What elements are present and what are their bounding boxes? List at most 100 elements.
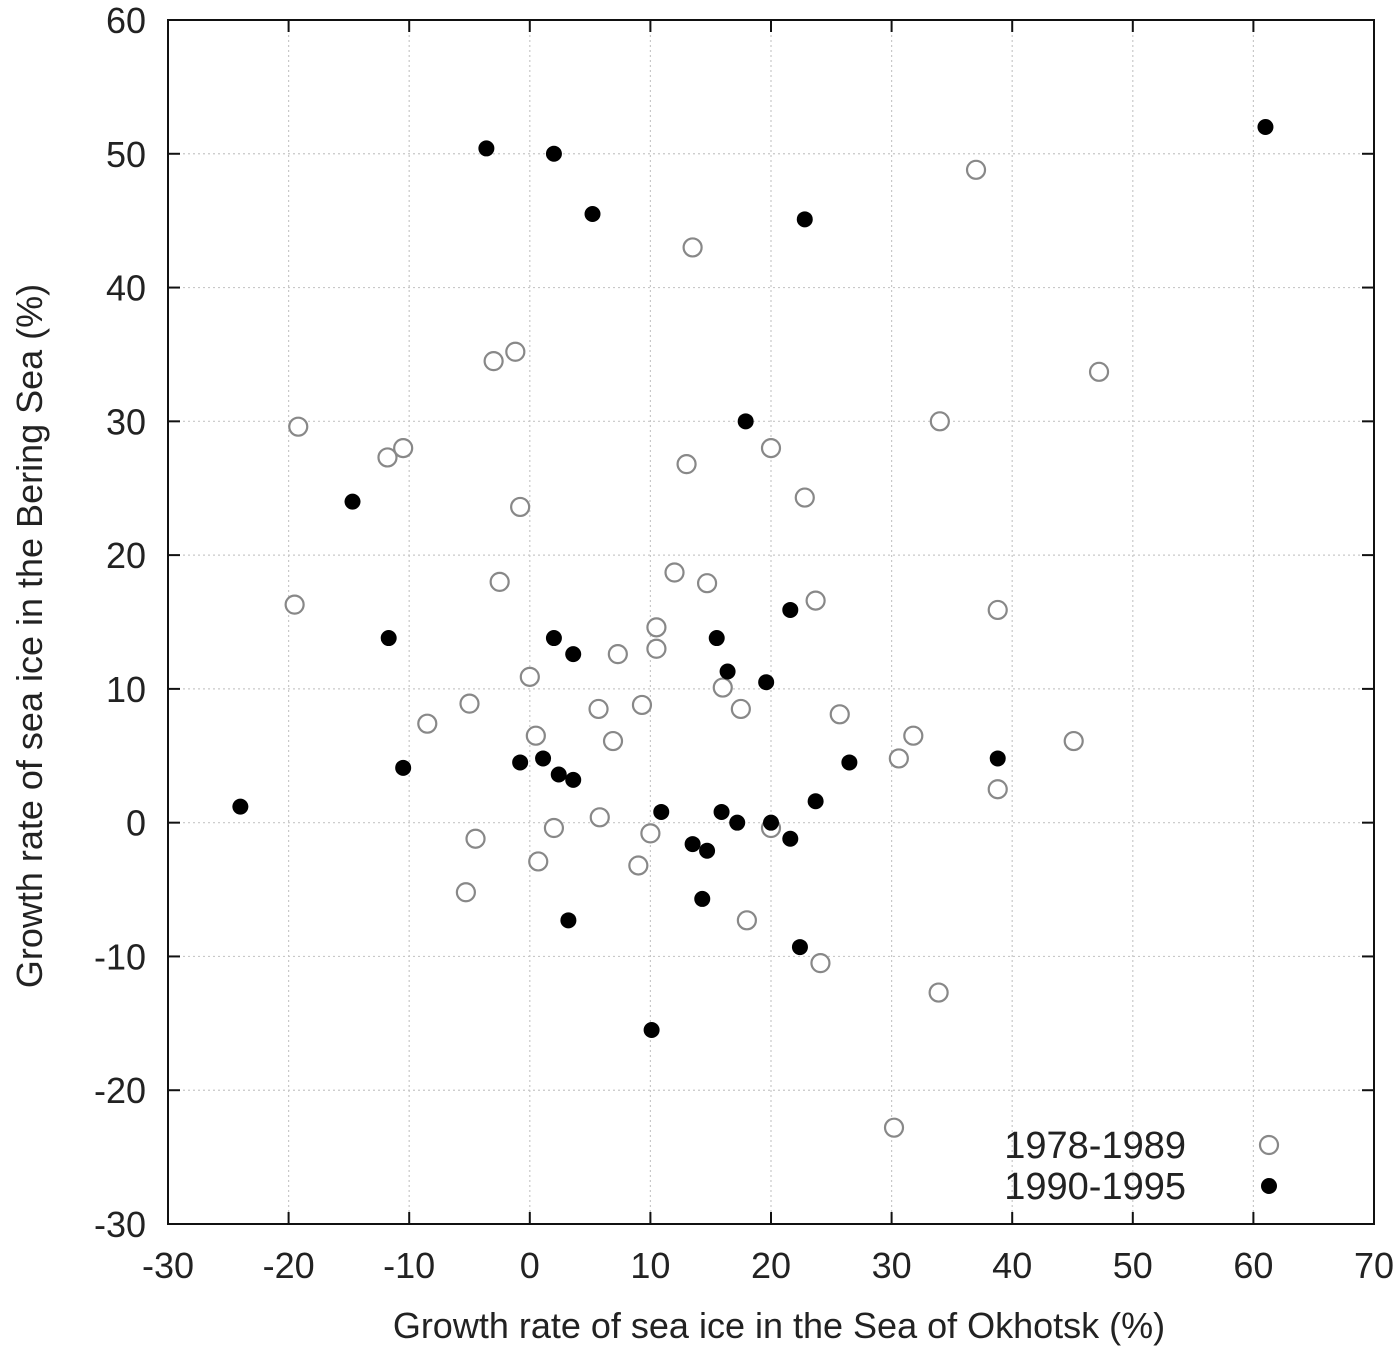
filled-data-point xyxy=(380,630,397,647)
y-axis-title: Growth rate of sea ice in the Bering Sea… xyxy=(9,284,50,988)
open-data-point xyxy=(829,704,850,725)
open-data-point xyxy=(589,807,610,828)
y-tick-label: 10 xyxy=(106,669,146,710)
open-data-point xyxy=(987,779,1008,800)
filled-data-point xyxy=(989,750,1006,767)
open-data-point xyxy=(525,725,546,746)
filled-data-point xyxy=(782,830,799,847)
filled-data-point xyxy=(232,798,249,815)
open-data-point xyxy=(510,496,531,518)
y-tick-label: 0 xyxy=(126,803,146,844)
filled-data-point xyxy=(737,413,754,430)
filled-data-point xyxy=(782,601,799,618)
open-data-point xyxy=(696,573,718,594)
filled-data-point xyxy=(699,842,716,859)
legend: 1978-1989 1990-1995 xyxy=(1004,1125,1280,1208)
open-data-point xyxy=(730,698,751,720)
open-data-point xyxy=(888,748,909,769)
open-data-point xyxy=(883,1117,905,1138)
legend-marker-open-circle xyxy=(1258,1134,1280,1156)
x-tick-label: 70 xyxy=(1354,1245,1394,1286)
y-tick-label: 40 xyxy=(106,268,146,309)
x-axis-title: Growth rate of sea ice in the Sea of Okh… xyxy=(393,1305,1165,1346)
filled-data-point xyxy=(565,771,582,788)
x-tick-label: 50 xyxy=(1113,1245,1153,1286)
open-data-point xyxy=(459,693,480,714)
open-data-point xyxy=(288,416,309,437)
y-tick-label: -20 xyxy=(94,1070,146,1111)
x-tick-label: -30 xyxy=(142,1245,194,1286)
open-data-point xyxy=(646,617,667,638)
y-tick-labels: 60 50 40 30 20 10 0 -10 -20 -30 xyxy=(94,0,146,1245)
x-tick-label: 40 xyxy=(992,1245,1032,1286)
open-data-point xyxy=(676,454,697,475)
filled-data-point xyxy=(791,939,808,956)
open-data-point xyxy=(810,953,831,974)
x-tick-label: 30 xyxy=(872,1245,912,1286)
x-tick-labels: -30 -20 -10 0 10 20 30 40 50 60 70 xyxy=(142,1245,1394,1286)
filled-data-point xyxy=(763,814,779,831)
y-tick-label: 20 xyxy=(106,535,146,576)
open-data-point xyxy=(417,713,438,734)
y-tick-label: -30 xyxy=(94,1204,146,1245)
open-data-point xyxy=(489,571,510,592)
open-data-point xyxy=(483,351,504,372)
filled-data-point xyxy=(653,803,670,820)
open-data-point xyxy=(465,828,486,849)
open-data-point xyxy=(736,910,757,931)
filled-data-point xyxy=(643,1022,660,1039)
y-tick-label: 30 xyxy=(106,401,146,442)
open-data-point xyxy=(712,677,733,698)
legend-label-1978-1989: 1978-1989 xyxy=(1004,1125,1186,1167)
open-data-point xyxy=(377,447,398,468)
filled-data-point xyxy=(729,814,746,831)
filled-data-point xyxy=(796,211,813,228)
y-tick-label: 50 xyxy=(106,134,146,175)
open-data-point xyxy=(794,487,815,508)
open-data-point xyxy=(965,159,987,180)
open-data-point xyxy=(805,590,826,611)
legend-marker-filled-circle xyxy=(1261,1178,1277,1194)
open-data-point xyxy=(928,982,949,1003)
x-tick-label: -20 xyxy=(263,1245,315,1286)
axis-ticks xyxy=(168,20,1374,1224)
filled-data-point xyxy=(395,759,412,776)
filled-data-point xyxy=(807,793,824,810)
open-data-point xyxy=(284,594,305,615)
open-data-point xyxy=(640,823,661,844)
filled-data-point xyxy=(545,630,562,647)
open-data-point xyxy=(543,817,565,839)
open-data-point xyxy=(631,694,653,716)
filled-data-point xyxy=(478,140,495,157)
legend-label-1990-1995: 1990-1995 xyxy=(1004,1166,1186,1208)
open-data-point xyxy=(1063,730,1084,752)
filled-data-point xyxy=(708,630,725,647)
filled-data-point xyxy=(565,646,582,663)
open-data-point xyxy=(929,411,950,432)
y-tick-label: -10 xyxy=(94,936,146,977)
x-tick-label: 20 xyxy=(751,1245,791,1286)
gridlines xyxy=(168,20,1374,1224)
y-tick-label: 60 xyxy=(106,0,146,41)
filled-data-point xyxy=(841,754,858,771)
open-data-point xyxy=(903,725,924,746)
open-data-point xyxy=(588,698,609,720)
open-data-point xyxy=(664,562,685,583)
filled-data-point xyxy=(758,674,775,691)
filled-data-point xyxy=(344,493,361,510)
open-data-point xyxy=(682,237,703,258)
filled-data-point xyxy=(535,750,552,767)
filled-data-point xyxy=(584,205,601,222)
open-data-point xyxy=(528,851,549,872)
filled-data-point xyxy=(545,145,562,162)
open-data-point xyxy=(628,855,649,876)
filled-data-point xyxy=(512,754,529,771)
x-tick-label: -10 xyxy=(383,1245,435,1286)
filled-data-point xyxy=(719,663,736,680)
open-data-point xyxy=(607,644,628,665)
open-data-point xyxy=(760,437,782,459)
x-tick-label: 0 xyxy=(520,1245,540,1286)
filled-data-point xyxy=(684,836,701,853)
open-data-point xyxy=(505,341,526,362)
